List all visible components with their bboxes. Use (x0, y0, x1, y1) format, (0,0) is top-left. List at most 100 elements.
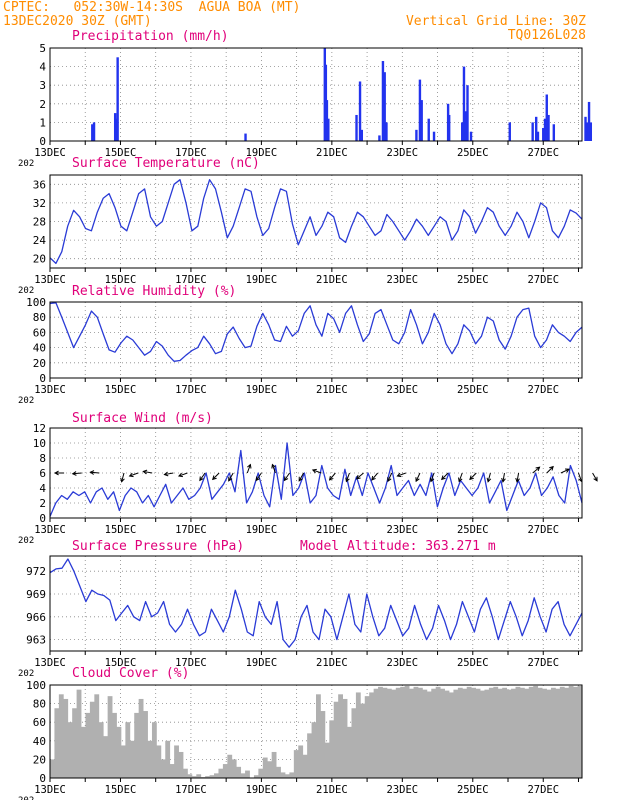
header-right-line2: TQ0126L028 (507, 28, 586, 43)
temp-ytick-label: 20 (33, 253, 46, 266)
humidity-xtick-label: 17DEC (175, 384, 207, 396)
cloud-cover-bar (422, 689, 428, 778)
cloud-cover-bar (134, 712, 140, 778)
temp-frame (49, 174, 583, 269)
cloud-cover-bar (107, 696, 113, 778)
wind-arrow-head (328, 475, 334, 481)
precip-title: Precipitation (mm/h) (72, 29, 229, 44)
wind-arrow-shaft (516, 472, 520, 482)
wind-arrow-shaft (469, 472, 477, 480)
wind-arrow-shaft (199, 472, 206, 481)
wind-arrow-head (177, 472, 183, 478)
cloud-cover-bar (209, 775, 215, 778)
precip-xtick-label: 25DEC (457, 147, 489, 159)
precip-bar (462, 66, 466, 141)
wind-arrow-shaft (356, 472, 364, 480)
precip-bar (355, 114, 358, 141)
wind-arrow-head (163, 471, 169, 477)
temp-ytick-label: 24 (33, 234, 47, 247)
cloud-cover-bar (143, 711, 148, 778)
wind-arrow-head (54, 470, 59, 476)
precip-bar (358, 81, 362, 141)
cloud-cover-bar (178, 751, 184, 778)
cloud-cover-bar (316, 694, 321, 778)
wind-arrow-shaft (430, 472, 435, 482)
pressure-title: Surface Pressure (hPa) (72, 539, 245, 554)
humidity-ytick-label: 100 (26, 296, 46, 309)
temp-xtick-label: 25DEC (457, 274, 489, 286)
humidity-ytick-label: 60 (33, 326, 46, 339)
cloud-cover-bar (391, 689, 397, 778)
temp-xtick-label: 17DEC (175, 274, 207, 286)
cloud-cover-bar (196, 774, 202, 778)
wind-arrow-shaft (487, 472, 491, 482)
cloud-cover-bar (245, 770, 250, 778)
humidity-xtick-label: 13DEC (34, 384, 66, 396)
wind-arrow-shaft (255, 472, 262, 481)
cloud-cover-bar (484, 689, 490, 778)
cloud-cover-bar (324, 742, 330, 778)
cloud-cover-bar (151, 722, 157, 778)
humidity-xtick-label: 27DEC (527, 384, 559, 396)
precip-bar (244, 133, 247, 141)
wind-arrow-head (501, 477, 506, 483)
cloud-cover-bar (58, 694, 64, 778)
wind-year-fragment: 202 (18, 536, 34, 546)
precip-year-fragment: 202 (18, 159, 34, 169)
humidity-series-line (49, 302, 583, 362)
temp-xtick-label: 13DEC (34, 274, 66, 286)
wind-arrow-shaft (441, 472, 449, 480)
cloud-cover-bar (169, 764, 175, 778)
precip-bar (427, 118, 430, 141)
cloud-cover-bar (183, 768, 188, 778)
pressure-xtick-label: 13DEC (34, 657, 66, 669)
wind-ytick-label: 6 (39, 467, 46, 480)
cloud-cover-bar (435, 686, 441, 778)
humidity-frame (49, 301, 583, 379)
cloud-cover-bar (480, 690, 485, 778)
cloud-cover-bar (187, 774, 193, 778)
cloud-cover-bar (293, 750, 299, 778)
precip-ytick-label: 2 (39, 98, 46, 111)
cloud-cover-bar (240, 773, 246, 778)
cloud-cover-bar (280, 772, 286, 778)
cloud-cover-bar (502, 687, 508, 778)
cloud-cover-bar (227, 754, 233, 778)
cloud-cover-bar (267, 761, 273, 778)
precip-xtick-label: 15DEC (105, 147, 137, 159)
precip-bar (113, 113, 117, 141)
temp-xtick-label: 21DEC (316, 274, 348, 286)
cloud-cover-bar (568, 685, 574, 778)
wind-arrow-shaft (546, 466, 554, 474)
pressure-ytick-label: 972 (26, 565, 46, 578)
cloud-cover-bar (112, 712, 117, 778)
precip-bar (325, 100, 329, 141)
cloud-cover-bar (231, 759, 237, 778)
precip-frame (49, 47, 583, 142)
wind-arrow-head (71, 471, 77, 476)
cloud-xtick-label: 15DEC (105, 784, 137, 796)
wind-arrow-head (142, 469, 148, 475)
precip-bar (552, 124, 556, 141)
wind-arrow-shaft (458, 472, 463, 482)
wind-ytick-label: 2 (39, 497, 46, 510)
humidity-ytick-label: 0 (39, 372, 46, 385)
cloud-cover-bar (564, 687, 570, 778)
cloud-xtick-label: 27DEC (527, 784, 559, 796)
cloud-cover-bar (466, 686, 472, 778)
precip-xtick-label: 23DEC (387, 147, 419, 159)
cloud-cover-bar (457, 687, 463, 778)
cloud-cover-bar (471, 687, 476, 778)
temp-panel: 20 24 28 32 36 13DEC 15DEC 17DEC 19DEC 21DEC 23DEC… (18, 174, 583, 296)
wind-arrow-shaft (397, 472, 407, 477)
pressure-xtick-label: 21DEC (316, 657, 348, 669)
wind-arrow-shaft (178, 472, 188, 477)
cloud-cover-bar (116, 726, 122, 778)
wind-panel: 0 2 4 6 8 10 12 13DEC 15DEC 17DEC 19DEC 21DEC 23DEC 2… (18, 422, 598, 546)
wind-arrow-shaft (129, 472, 139, 477)
cloud-cover-bar (373, 688, 379, 778)
temp-xtick-label: 19DEC (246, 274, 278, 286)
humidity-xtick-label: 23DEC (387, 384, 419, 396)
wind-arrow-shaft (298, 472, 305, 482)
cloud-cover-bar (85, 712, 91, 778)
